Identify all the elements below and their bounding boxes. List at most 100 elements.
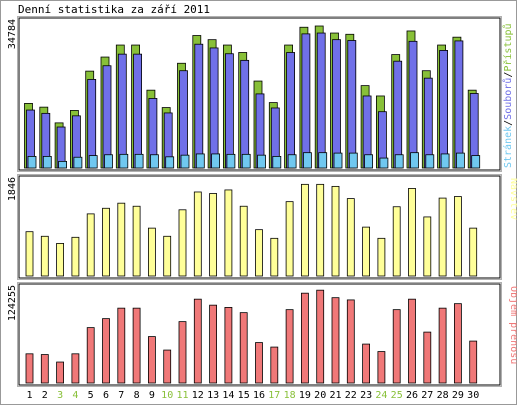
x-tick-label: 13 xyxy=(207,390,219,401)
bar-transfer xyxy=(71,353,80,384)
bar-pages xyxy=(287,154,297,169)
x-tick-label: 8 xyxy=(134,390,140,401)
bar-pages xyxy=(149,154,159,169)
legend-separator: / xyxy=(503,72,514,78)
bar-transfer xyxy=(392,309,401,384)
bar-transfer xyxy=(331,297,340,384)
bar-pages xyxy=(195,153,205,169)
bar-transfer xyxy=(117,307,126,384)
x-tick-label: 12 xyxy=(192,390,204,401)
x-tick-label: 18 xyxy=(284,390,296,401)
bar-files xyxy=(316,32,326,169)
x-tick-label: 20 xyxy=(314,390,326,401)
bar-visits xyxy=(224,189,233,277)
bar-pages xyxy=(104,154,113,169)
x-tick-label: 3 xyxy=(57,390,63,401)
bar-pages xyxy=(425,154,435,169)
bar-transfer xyxy=(285,309,294,384)
x-tick-label: 17 xyxy=(268,390,280,401)
bar-transfer xyxy=(239,312,248,384)
bar-visits xyxy=(316,183,325,277)
bar-transfer xyxy=(102,318,110,384)
bar-visits xyxy=(163,235,172,277)
bar-visits xyxy=(239,205,248,277)
legend: Objem přenosu xyxy=(508,286,517,364)
bar-visits xyxy=(255,229,263,277)
bar-visits xyxy=(178,209,187,277)
bar-pages xyxy=(440,153,450,169)
bar-visits xyxy=(132,205,141,277)
panel-outer-border xyxy=(17,16,502,172)
legend-entry: Objem přenosu xyxy=(508,286,517,364)
bar-visits xyxy=(193,191,202,277)
bar-files xyxy=(133,53,143,169)
x-tick-label: 10 xyxy=(161,390,173,401)
x-tick-label: 6 xyxy=(103,390,109,401)
bar-visits xyxy=(408,188,416,277)
y-max-tick-label: 124255 xyxy=(7,285,18,321)
bar-pages xyxy=(241,153,251,169)
bar-pages xyxy=(379,157,389,169)
bar-files xyxy=(179,70,188,169)
bar-visits xyxy=(453,196,462,277)
bar-files xyxy=(117,53,127,169)
bar-files xyxy=(87,79,97,169)
bar-files xyxy=(454,40,464,169)
bar-transfer xyxy=(56,361,64,384)
bar-visits xyxy=(392,206,401,277)
bar-pages xyxy=(318,152,328,169)
legend-separator: / xyxy=(503,120,514,126)
bar-transfer xyxy=(224,307,233,384)
bar-transfer xyxy=(209,304,218,384)
x-tick-label: 7 xyxy=(118,390,124,401)
legend-entry: Návštěv xyxy=(508,178,517,220)
bar-transfer xyxy=(25,353,34,384)
panel-transfer: 124255 Objem přenosu xyxy=(7,282,517,387)
legend: Stránek/Souborů/Přístupů xyxy=(502,23,514,168)
bar-pages xyxy=(455,152,465,169)
bar-pages xyxy=(272,156,282,169)
bar-visits xyxy=(300,183,309,277)
bar-transfer xyxy=(377,351,386,384)
x-tick-label: 14 xyxy=(222,390,234,401)
panel-outer-border xyxy=(17,174,502,280)
x-tick-label: 11 xyxy=(176,390,188,401)
bar-visits xyxy=(209,193,218,277)
x-tick-label: 9 xyxy=(149,390,155,401)
x-tick-label: 22 xyxy=(345,390,357,401)
bar-pages xyxy=(364,154,374,169)
bar-files xyxy=(102,65,112,169)
bar-pages xyxy=(226,153,236,169)
bar-pages xyxy=(180,154,190,169)
bar-transfer xyxy=(316,289,325,384)
bar-pages xyxy=(348,152,358,169)
bar-pages xyxy=(471,155,481,169)
bar-transfer xyxy=(86,327,95,384)
x-tick-label: 28 xyxy=(437,390,449,401)
x-tick-label: 25 xyxy=(391,390,403,401)
bar-pages xyxy=(119,153,129,169)
panel-outer-border xyxy=(17,282,502,387)
bar-pages xyxy=(88,155,98,169)
bar-visits xyxy=(346,198,355,277)
x-tick-label: 19 xyxy=(299,390,311,401)
bar-visits xyxy=(25,231,34,277)
bar-files xyxy=(439,50,449,169)
bar-transfer xyxy=(300,292,309,384)
bar-transfer xyxy=(147,336,156,384)
bar-transfer xyxy=(255,342,263,384)
bar-visits xyxy=(40,235,49,277)
x-tick-label: 23 xyxy=(360,390,372,401)
bar-transfer xyxy=(163,349,172,384)
bar-files xyxy=(347,40,357,169)
bar-pages xyxy=(333,152,343,169)
bar-transfer xyxy=(469,340,478,384)
x-tick-label: 1 xyxy=(26,390,32,401)
y-max-tick-label: 1846 xyxy=(7,177,18,201)
x-tick-label: 16 xyxy=(253,390,265,401)
bar-transfer xyxy=(178,321,187,384)
x-tick-label: 5 xyxy=(88,390,94,401)
x-tick-label: 30 xyxy=(467,390,479,401)
bar-pages xyxy=(302,152,312,169)
